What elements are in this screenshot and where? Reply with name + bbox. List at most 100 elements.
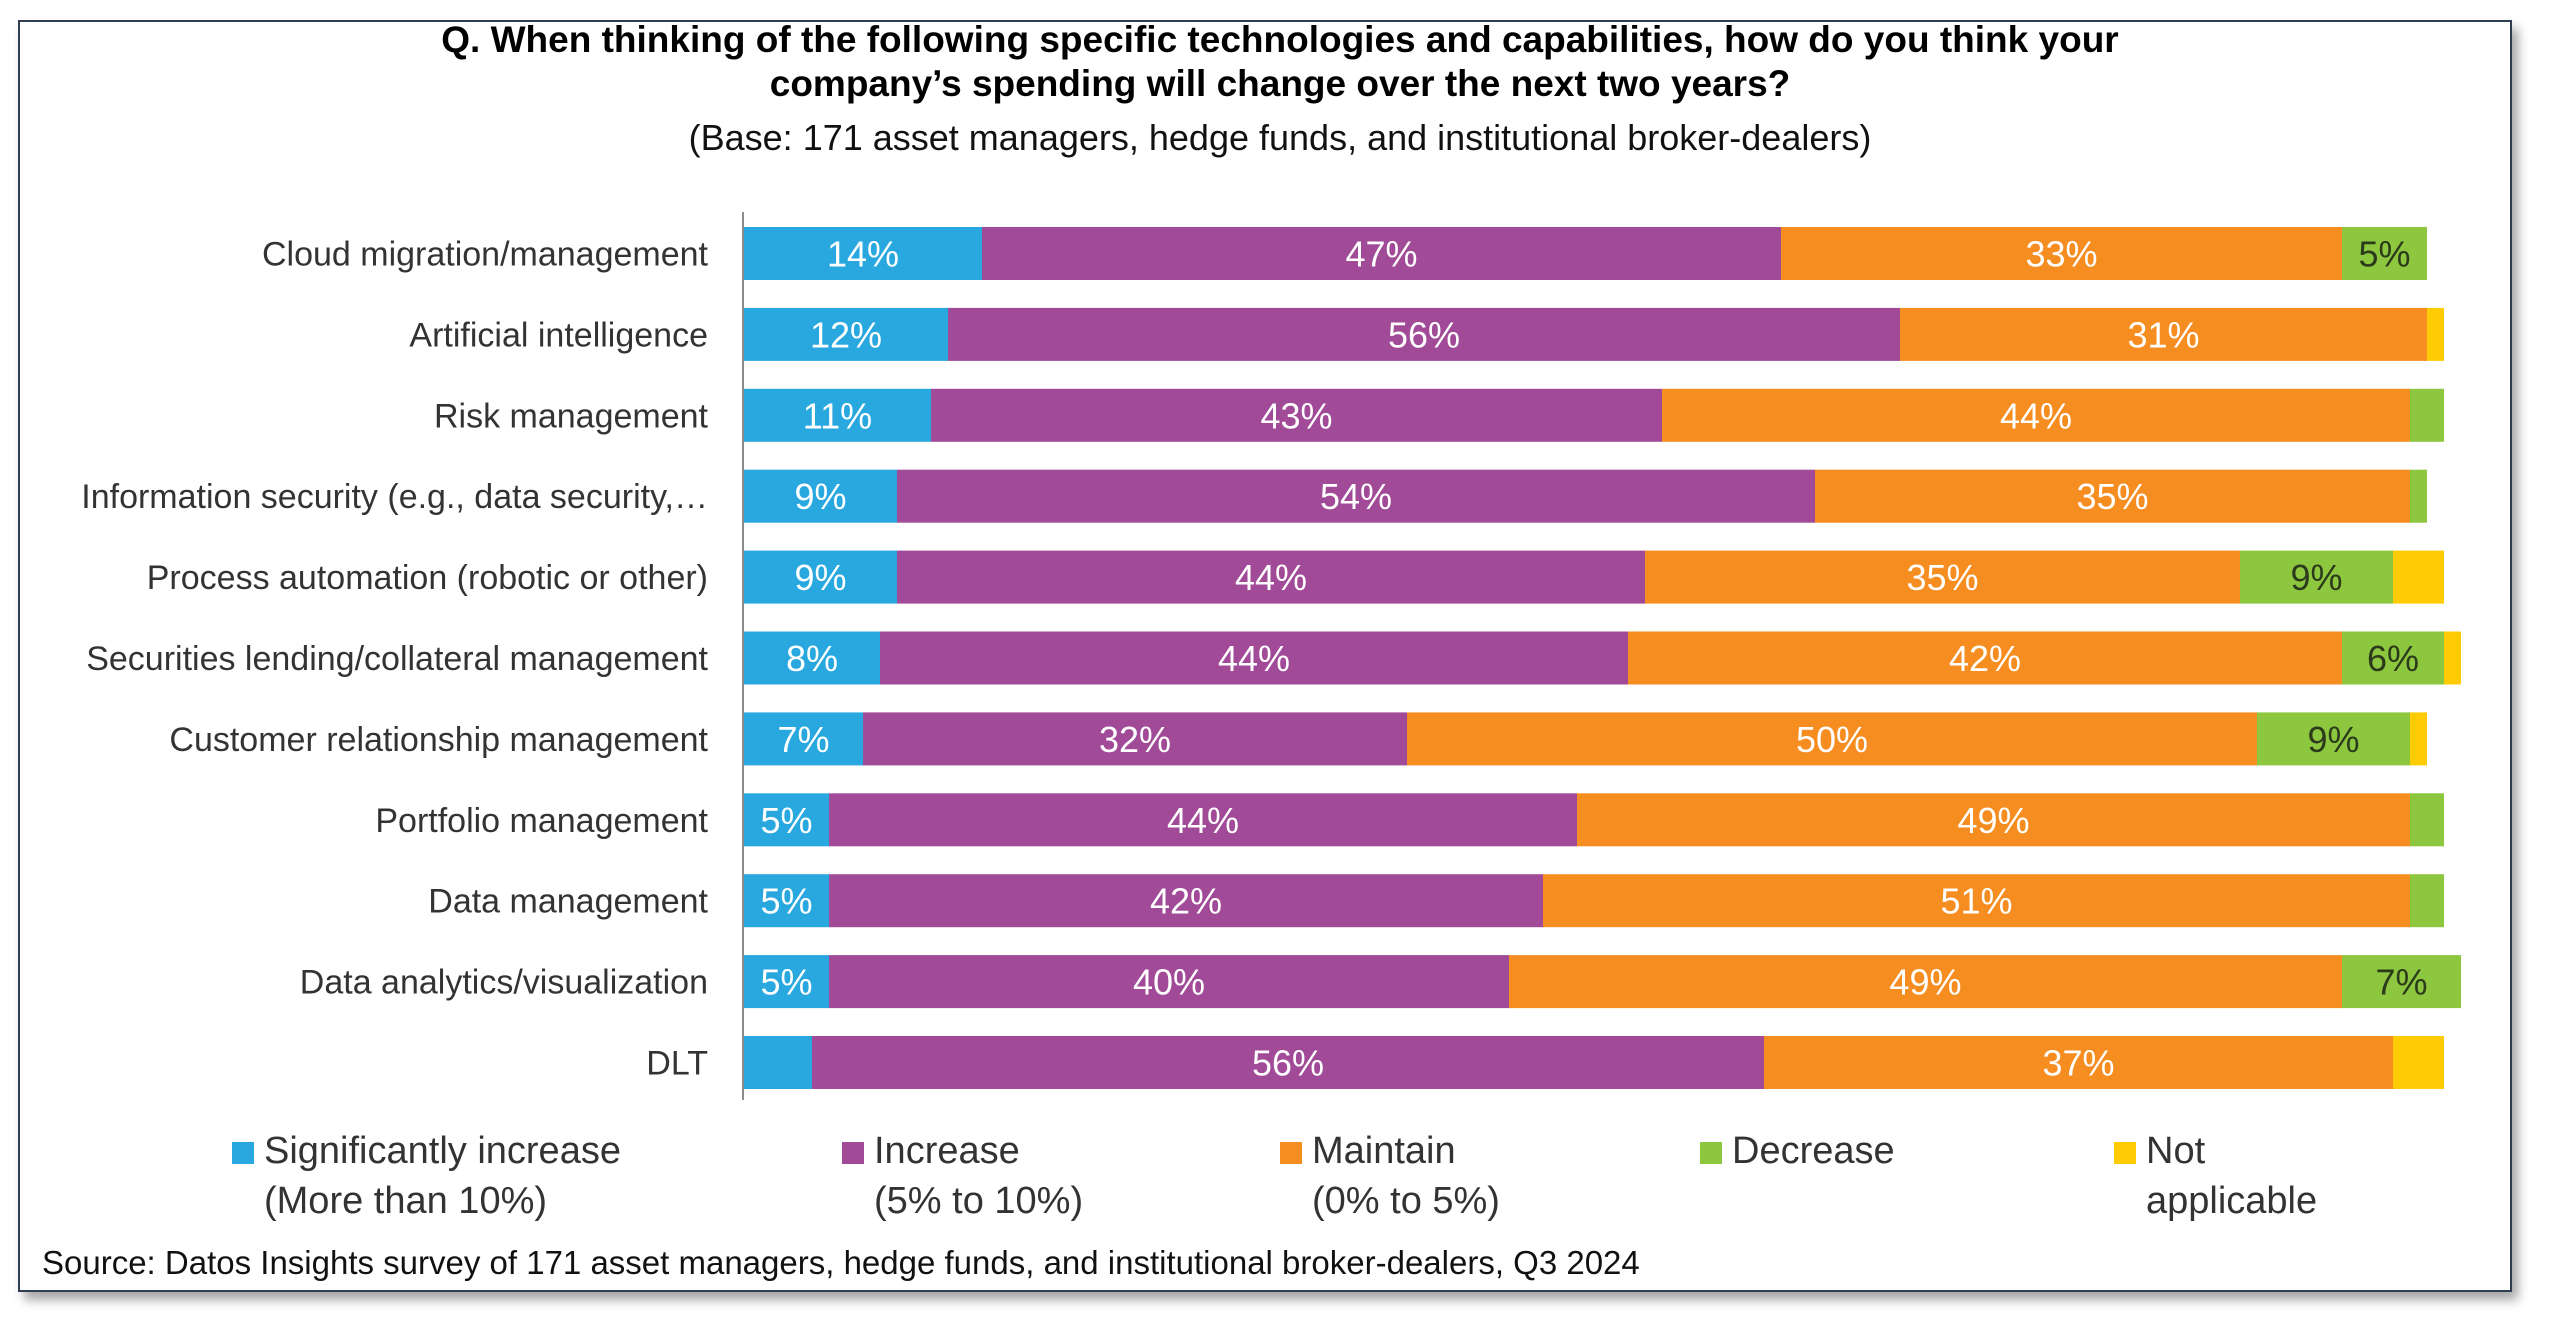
data-label: 56% xyxy=(1252,1043,1324,1084)
data-label: 54% xyxy=(1320,476,1392,517)
data-label: 51% xyxy=(1940,881,2012,922)
legend-sublabel: (5% to 10%) xyxy=(874,1180,1084,1222)
bar-segment xyxy=(2257,712,2410,766)
bar-segment xyxy=(2444,631,2461,685)
data-label: 11% xyxy=(803,395,872,436)
data-label: 31% xyxy=(2127,314,2199,355)
bar-segment xyxy=(2240,550,2393,604)
bar-segment xyxy=(880,631,1628,685)
data-label: 5% xyxy=(760,962,812,1003)
legend-item-increase: Increase (5% to 10%) xyxy=(842,1126,1083,1226)
data-label: 56% xyxy=(1388,314,1460,355)
data-label: 7% xyxy=(777,719,829,760)
bar-segment xyxy=(948,307,1900,361)
legend-sublabel: (0% to 5%) xyxy=(1312,1180,1500,1222)
bar-segment xyxy=(744,955,829,1009)
bar-segment xyxy=(744,227,982,280)
bar-segment xyxy=(1645,550,2240,604)
legend-item-not-applicable: Not applicable xyxy=(2114,1126,2317,1226)
data-label: 9% xyxy=(794,476,846,517)
data-label: 40% xyxy=(1133,962,1205,1003)
data-label: 9% xyxy=(794,557,846,598)
data-label: 35% xyxy=(1906,557,1978,598)
data-label: 44% xyxy=(1167,800,1239,841)
bar-segment xyxy=(2410,793,2444,847)
bar-segment xyxy=(1900,307,2427,361)
bar-segment xyxy=(1764,1036,2393,1089)
bar-segment xyxy=(744,388,931,442)
data-label: 8% xyxy=(786,638,838,679)
data-label: 42% xyxy=(1949,638,2021,679)
bar-segment xyxy=(1628,631,2342,685)
category-label: DLT xyxy=(646,1045,708,1083)
category-label: Securities lending/collateral management xyxy=(86,640,708,678)
bar-segment xyxy=(1407,712,2257,766)
legend-swatch-significantly-increase xyxy=(232,1142,254,1164)
data-label: 5% xyxy=(2358,234,2410,275)
category-label: Cloud migration/management xyxy=(262,236,709,274)
bar-segment xyxy=(829,793,1577,847)
bar-segment xyxy=(1509,955,2342,1009)
data-label: 9% xyxy=(2307,719,2359,760)
legend-swatch-not-applicable xyxy=(2114,1142,2136,1164)
bar-segment xyxy=(2410,874,2444,928)
data-label: 5% xyxy=(760,800,812,841)
bar-segment xyxy=(829,955,1509,1009)
bar-segment xyxy=(1577,793,2410,847)
legend-label: Not xyxy=(2146,1130,2206,1172)
bar-segment xyxy=(2342,227,2427,280)
category-label: Data analytics/visualization xyxy=(300,964,708,1002)
data-label: 47% xyxy=(1345,234,1417,275)
legend-label: Maintain xyxy=(1312,1130,1456,1172)
bar-segment xyxy=(2342,631,2444,685)
data-label: 50% xyxy=(1796,719,1868,760)
data-label: 32% xyxy=(1099,719,1171,760)
legend-swatch-maintain xyxy=(1280,1142,1302,1164)
bar-segment xyxy=(744,550,897,604)
bar-segment xyxy=(744,1036,812,1089)
category-label: Customer relationship management xyxy=(169,721,708,759)
category-label: Risk management xyxy=(434,397,709,435)
bar-segment xyxy=(1662,388,2410,442)
chart-title-line-2: company’s spending will change over the … xyxy=(769,63,1791,104)
data-label: 5% xyxy=(760,881,812,922)
data-label: 42% xyxy=(1150,881,1222,922)
bar-segment xyxy=(744,307,948,361)
legend-label: Decrease xyxy=(1732,1130,1895,1172)
legend-item-maintain: Maintain (0% to 5%) xyxy=(1280,1126,1500,1226)
bar-segment xyxy=(1815,469,2410,523)
bar-segment xyxy=(2342,955,2461,1009)
bar-segment xyxy=(2393,1036,2444,1089)
bar-segment xyxy=(982,227,1781,280)
bar-segment xyxy=(744,469,897,523)
chart-title-line-1: Q. When thinking of the following specif… xyxy=(441,19,2119,60)
data-label: 7% xyxy=(2375,962,2427,1003)
bar-segment xyxy=(897,469,1815,523)
data-label: 44% xyxy=(2000,395,2072,436)
bar-segment xyxy=(897,550,1645,604)
bar-segment xyxy=(2410,469,2427,523)
data-label: 37% xyxy=(2042,1043,2114,1084)
legend-sublabel: applicable xyxy=(2146,1180,2318,1222)
data-label: 6% xyxy=(2367,638,2419,679)
bar-segment xyxy=(744,712,863,766)
legend-label: Increase xyxy=(874,1130,1020,1172)
bar-segment xyxy=(2410,388,2444,442)
legend-item-significantly-increase: Significantly increase (More than 10%) xyxy=(232,1126,621,1226)
data-label: 14% xyxy=(827,234,899,275)
category-label: Information security (e.g., data securit… xyxy=(81,478,708,516)
data-label: 49% xyxy=(1889,962,1961,1003)
category-label: Process automation (robotic or other) xyxy=(147,559,708,597)
category-label: Data management xyxy=(428,883,708,921)
data-label: 9% xyxy=(2290,557,2342,598)
legend-label: Significantly increase xyxy=(264,1130,621,1172)
bar-segment xyxy=(931,388,1662,442)
bar-segment xyxy=(2410,712,2427,766)
legend-item-decrease: Decrease xyxy=(1700,1126,1895,1176)
data-label: 43% xyxy=(1260,395,1332,436)
legend-swatch-increase xyxy=(842,1142,864,1164)
bar-segment xyxy=(744,631,880,685)
bar-segment xyxy=(2393,550,2444,604)
data-label: 35% xyxy=(2076,476,2148,517)
